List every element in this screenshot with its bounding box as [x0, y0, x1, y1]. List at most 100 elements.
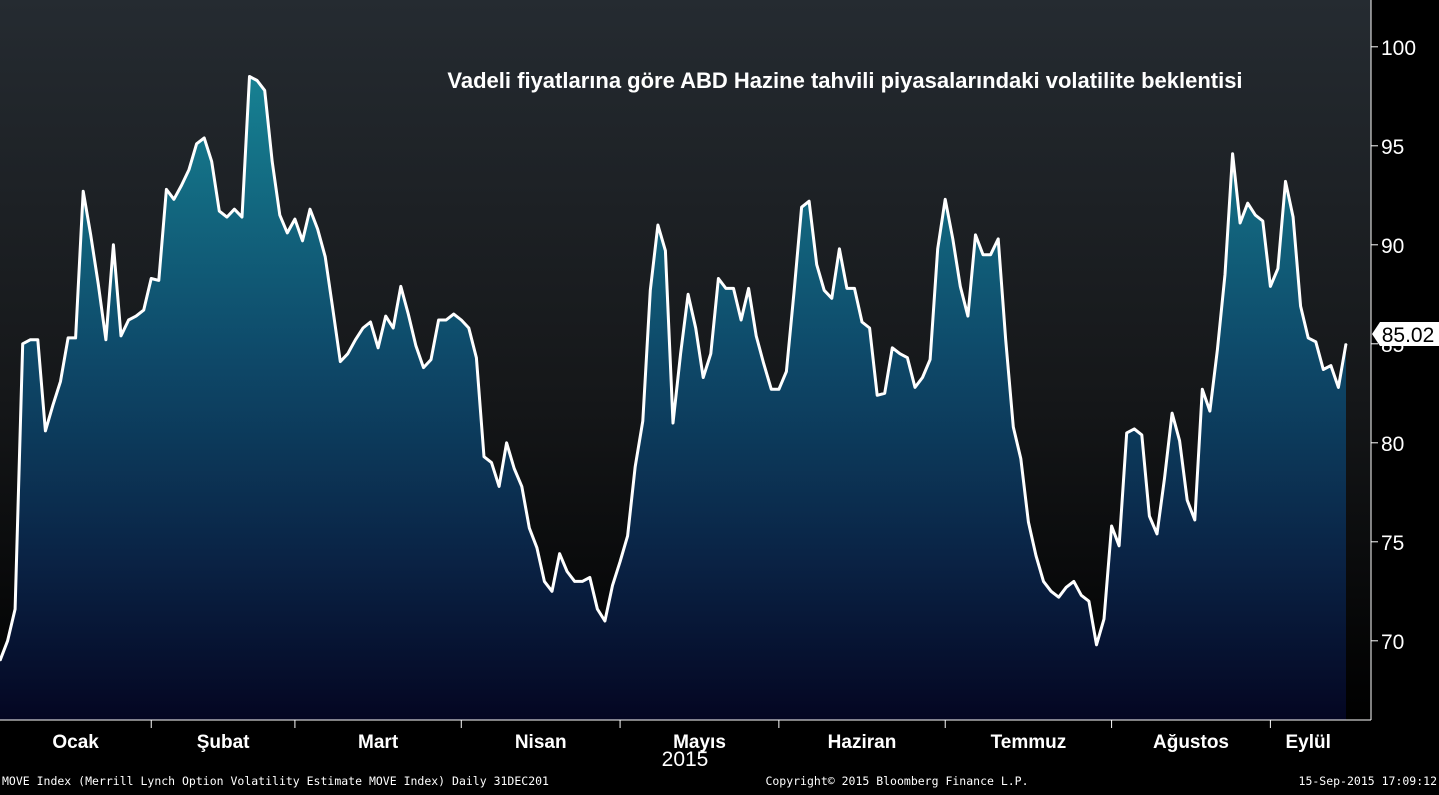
data-point [800, 206, 803, 208]
x-tick-label: Haziran [828, 732, 897, 753]
data-point [135, 315, 137, 317]
data-point [1307, 337, 1309, 339]
x-tick-label: Nisan [515, 732, 567, 753]
data-point [210, 160, 213, 163]
data-point [67, 337, 69, 339]
data-point [868, 327, 871, 329]
data-point [430, 358, 432, 361]
data-point [1194, 519, 1196, 521]
data-point [672, 422, 674, 424]
data-point [142, 309, 145, 311]
data-point [59, 380, 62, 383]
x-axis-panel [0, 720, 1439, 790]
data-point [1209, 410, 1211, 412]
data-point [1254, 214, 1257, 216]
data-point [294, 218, 296, 220]
data-point [883, 392, 886, 395]
data-point [823, 289, 825, 292]
data-point [536, 546, 538, 549]
data-point [1110, 525, 1113, 527]
data-point [1020, 457, 1022, 460]
y-axis-panel [1371, 0, 1439, 720]
x-tick-label: Şubat [197, 732, 250, 753]
year-label: 2015 [662, 748, 709, 771]
footer-source: MOVE Index (Merrill Lynch Option Volatil… [2, 774, 549, 788]
x-tick-label: Mart [358, 732, 399, 753]
data-point [437, 319, 440, 321]
data-point [301, 240, 304, 242]
data-point [762, 362, 765, 365]
data-point [634, 465, 636, 468]
data-point [566, 570, 568, 573]
data-point [914, 386, 916, 389]
data-point [400, 285, 402, 288]
data-point [710, 352, 712, 355]
data-point [846, 287, 848, 290]
data-point [702, 376, 704, 379]
data-point [82, 190, 84, 193]
data-point [1035, 554, 1037, 557]
footer-timestamp: 15-Sep-2015 17:09:12 [1299, 774, 1437, 788]
x-tick-label: Mayıs [673, 732, 726, 753]
data-point [150, 277, 152, 280]
data-point [1277, 267, 1279, 270]
data-point [1118, 545, 1120, 547]
x-tick-label: Ağustos [1153, 732, 1229, 753]
y-tick-label: 75 [1381, 532, 1404, 555]
data-point [1178, 440, 1181, 442]
data-point [642, 420, 644, 422]
data-point [619, 560, 621, 563]
data-point [808, 200, 810, 202]
data-point [626, 535, 629, 537]
data-point [936, 248, 939, 250]
data-point [952, 238, 954, 240]
data-point [52, 404, 54, 407]
data-point [679, 352, 682, 355]
data-point [967, 315, 969, 317]
data-point [354, 339, 357, 341]
data-point [558, 552, 561, 555]
last-value-marker: 85.02 [1372, 322, 1439, 347]
data-point [725, 287, 727, 290]
data-point [226, 216, 228, 218]
data-point [309, 208, 311, 210]
data-point [1171, 412, 1173, 414]
data-point [982, 253, 984, 256]
data-point [543, 580, 546, 583]
data-point [158, 279, 160, 282]
data-point [921, 376, 924, 379]
data-point [173, 198, 175, 201]
data-point [1057, 596, 1060, 598]
data-point [604, 620, 606, 622]
data-point [747, 287, 750, 290]
data-point [906, 356, 909, 359]
data-point [1186, 499, 1188, 502]
data-point [989, 253, 992, 256]
data-point [392, 327, 395, 329]
data-point [861, 321, 863, 323]
y-tick-label: 95 [1381, 136, 1404, 159]
data-point [1073, 580, 1075, 583]
data-point [1216, 348, 1219, 351]
data-point [1315, 341, 1317, 343]
data-point [241, 216, 243, 218]
x-tick-label: Ocak [52, 732, 99, 753]
data-point [649, 289, 652, 292]
data-point [831, 297, 833, 300]
data-point [112, 244, 115, 246]
data-point [6, 640, 9, 642]
data-point [740, 319, 742, 321]
data-point [498, 485, 500, 488]
data-point [1125, 432, 1128, 434]
data-point [815, 263, 818, 266]
data-point [233, 208, 236, 210]
data-point [490, 461, 493, 464]
data-point [1133, 428, 1136, 430]
data-point [347, 352, 349, 355]
data-point [1284, 180, 1287, 183]
data-point [997, 238, 999, 240]
data-point [1156, 533, 1158, 535]
data-point [248, 75, 251, 78]
data-point [770, 388, 773, 391]
